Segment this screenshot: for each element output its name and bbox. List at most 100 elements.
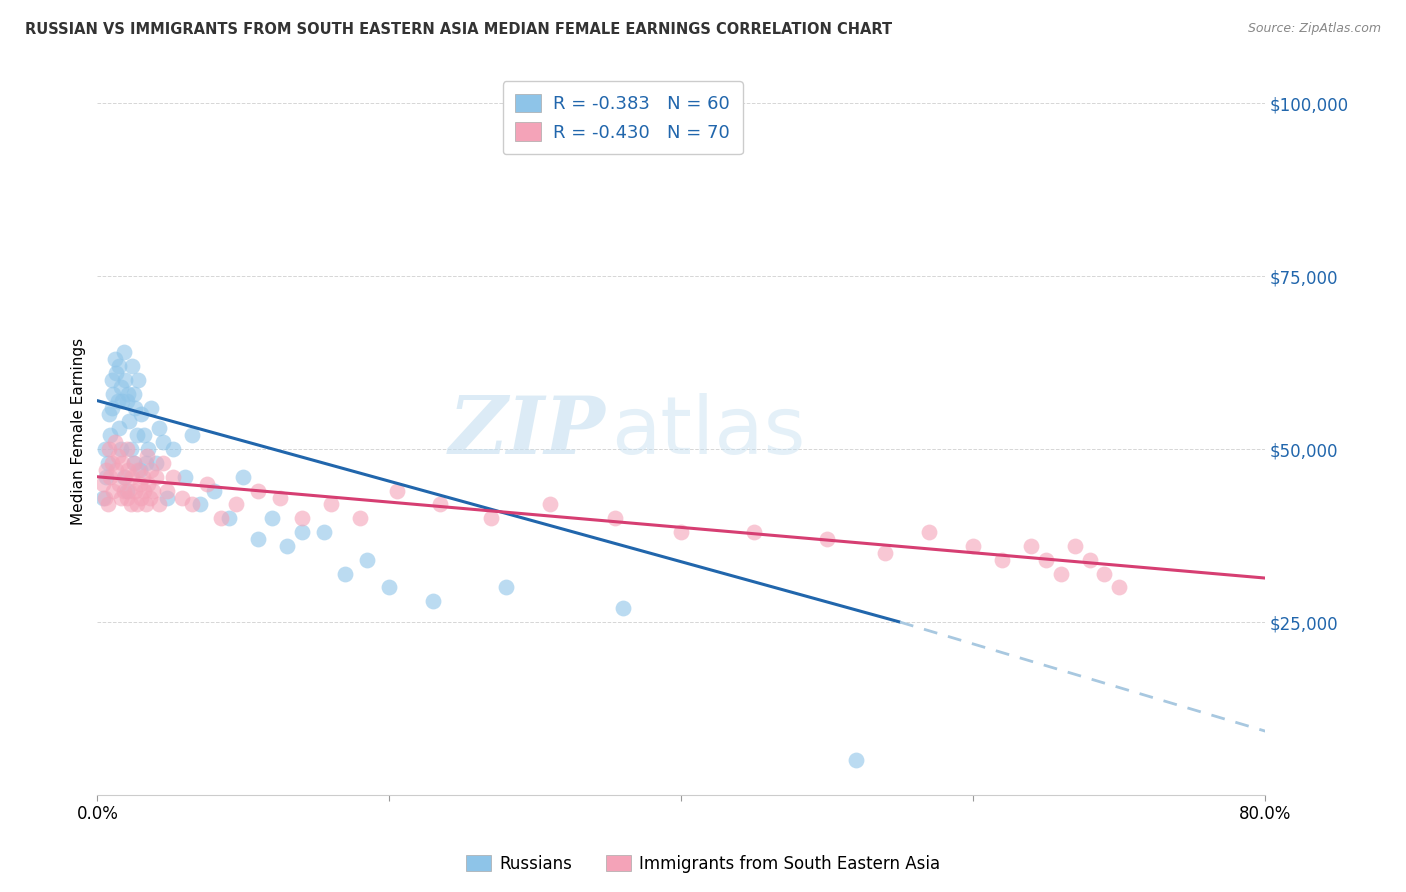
Point bbox=[246, 532, 269, 546]
Point bbox=[134, 498, 156, 512]
Point bbox=[118, 414, 141, 428]
Point bbox=[669, 525, 692, 540]
Point bbox=[269, 491, 291, 505]
Point bbox=[139, 491, 162, 505]
Point bbox=[991, 553, 1014, 567]
Point bbox=[152, 435, 174, 450]
Point bbox=[124, 401, 146, 415]
Point bbox=[124, 483, 146, 498]
Point bbox=[103, 483, 125, 498]
Point bbox=[246, 483, 269, 498]
Point bbox=[1078, 553, 1101, 567]
Point bbox=[1108, 581, 1130, 595]
Point bbox=[101, 456, 124, 470]
Point bbox=[174, 469, 197, 483]
Point bbox=[101, 401, 124, 415]
Point bbox=[495, 581, 517, 595]
Point bbox=[97, 456, 120, 470]
Point bbox=[120, 442, 142, 456]
Point bbox=[170, 491, 193, 505]
Point bbox=[94, 463, 117, 477]
Point bbox=[918, 525, 941, 540]
Point bbox=[479, 511, 502, 525]
Point bbox=[115, 442, 138, 456]
Point bbox=[110, 380, 132, 394]
Point bbox=[101, 373, 124, 387]
Point bbox=[104, 352, 127, 367]
Point bbox=[129, 491, 152, 505]
Point bbox=[127, 463, 149, 477]
Point bbox=[162, 442, 184, 456]
Point bbox=[538, 498, 561, 512]
Point bbox=[128, 476, 150, 491]
Point bbox=[112, 483, 135, 498]
Point bbox=[91, 491, 114, 505]
Point bbox=[276, 539, 298, 553]
Point bbox=[122, 456, 145, 470]
Point bbox=[105, 366, 128, 380]
Point bbox=[291, 525, 314, 540]
Point bbox=[129, 408, 152, 422]
Text: atlas: atlas bbox=[612, 392, 806, 471]
Point bbox=[105, 463, 128, 477]
Point bbox=[132, 428, 155, 442]
Point bbox=[100, 428, 122, 442]
Point bbox=[107, 393, 129, 408]
Point bbox=[262, 511, 284, 525]
Point bbox=[356, 553, 378, 567]
Text: Source: ZipAtlas.com: Source: ZipAtlas.com bbox=[1247, 22, 1381, 36]
Point bbox=[152, 456, 174, 470]
Point bbox=[132, 483, 155, 498]
Point bbox=[429, 498, 451, 512]
Point bbox=[225, 498, 247, 512]
Point bbox=[125, 428, 148, 442]
Point bbox=[319, 498, 342, 512]
Point bbox=[108, 476, 131, 491]
Point bbox=[115, 491, 138, 505]
Point bbox=[117, 463, 139, 477]
Point bbox=[110, 442, 132, 456]
Point bbox=[91, 476, 114, 491]
Point bbox=[148, 421, 170, 435]
Point bbox=[962, 539, 984, 553]
Point bbox=[202, 483, 225, 498]
Point bbox=[181, 428, 204, 442]
Point bbox=[122, 456, 145, 470]
Point bbox=[131, 469, 153, 483]
Point bbox=[141, 463, 163, 477]
Point bbox=[110, 491, 132, 505]
Point bbox=[141, 401, 163, 415]
Point bbox=[1092, 566, 1115, 581]
Point bbox=[148, 498, 170, 512]
Point bbox=[103, 386, 125, 401]
Point bbox=[121, 359, 143, 373]
Point bbox=[128, 463, 150, 477]
Point bbox=[98, 408, 121, 422]
Point bbox=[815, 532, 838, 546]
Point bbox=[134, 456, 156, 470]
Legend: R = -0.383   N = 60, R = -0.430   N = 70: R = -0.383 N = 60, R = -0.430 N = 70 bbox=[503, 81, 742, 154]
Point bbox=[100, 469, 122, 483]
Point bbox=[93, 491, 115, 505]
Point bbox=[94, 469, 117, 483]
Point bbox=[875, 546, 897, 560]
Point bbox=[145, 469, 167, 483]
Y-axis label: Median Female Earnings: Median Female Earnings bbox=[72, 338, 86, 525]
Point bbox=[195, 476, 218, 491]
Point bbox=[385, 483, 408, 498]
Point bbox=[112, 469, 135, 483]
Point bbox=[378, 581, 401, 595]
Point bbox=[142, 483, 165, 498]
Point bbox=[312, 525, 335, 540]
Point bbox=[136, 449, 159, 463]
Point bbox=[1064, 539, 1087, 553]
Point bbox=[291, 511, 314, 525]
Point bbox=[111, 393, 134, 408]
Point bbox=[118, 483, 141, 498]
Legend: Russians, Immigrants from South Eastern Asia: Russians, Immigrants from South Eastern … bbox=[460, 848, 946, 880]
Point bbox=[98, 442, 121, 456]
Point bbox=[111, 456, 134, 470]
Point bbox=[115, 483, 138, 498]
Point bbox=[188, 498, 211, 512]
Point bbox=[125, 498, 148, 512]
